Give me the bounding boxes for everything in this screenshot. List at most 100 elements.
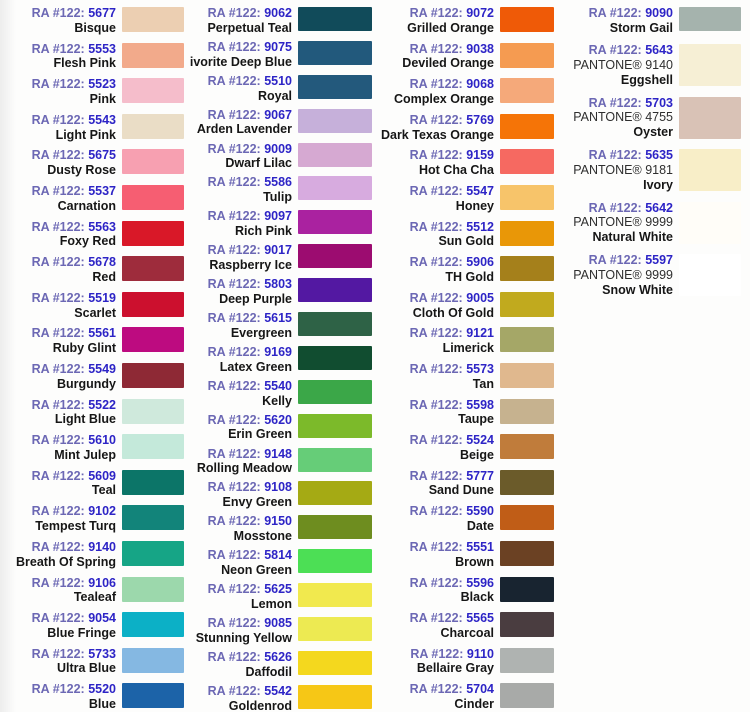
color-name: Mint Julep <box>54 447 116 462</box>
ra-number: 5906 <box>466 255 494 270</box>
color-name: Daffodil <box>245 664 292 679</box>
ra-code-line: RA #122: 5547 <box>377 184 494 199</box>
ra-number: 9108 <box>264 480 292 495</box>
ra-prefix: RA #122: <box>410 646 464 661</box>
pantone-code: PANTONE® 9999 <box>573 215 673 230</box>
color-entry-label: RA #122: 9150 Mosstone <box>186 513 292 544</box>
ra-number: 5549 <box>88 361 116 376</box>
ra-prefix: RA #122: <box>207 514 261 529</box>
ra-code-line: RA #122: 9169 <box>186 345 292 360</box>
ra-code-line: RA #122: 9140 <box>0 540 116 555</box>
ra-code-line: RA #122: 5704 <box>377 682 494 697</box>
color-entry: RA #122: 5512 Sun Gold <box>377 219 554 255</box>
ra-code-line: RA #122: 5510 <box>186 74 292 89</box>
color-swatch <box>122 576 184 602</box>
color-entry: RA #122: 5590 Date <box>377 503 554 539</box>
color-entry: RA #122: 5573 Tan <box>377 361 554 397</box>
color-entry: RA #122: 9159 Hot Cha Cha <box>377 147 554 183</box>
color-entry: RA #122: 5635 PANTONE® 9181 Ivory <box>556 147 741 200</box>
color-name: Blue <box>88 697 116 712</box>
ra-prefix: RA #122: <box>31 611 85 626</box>
color-entry: RA #122: 5540 Kelly <box>186 378 372 412</box>
color-name: Pink <box>89 91 116 106</box>
color-swatch <box>298 549 372 574</box>
ra-number: 5610 <box>88 433 116 448</box>
color-entry: RA #122: 9097 Rich Pink <box>186 208 372 242</box>
color-entry-label: RA #122: 9140 Breath Of Spring <box>0 539 116 570</box>
color-name: Black <box>460 590 494 605</box>
ra-number: 9159 <box>466 148 494 163</box>
ra-code-line: RA #122: 5523 <box>0 77 116 92</box>
ra-number: 5704 <box>466 682 494 697</box>
color-name: Red <box>92 269 116 284</box>
ra-code-line: RA #122: 9121 <box>377 326 494 341</box>
color-entry-label: RA #122: 9068 Complex Orange <box>377 76 494 107</box>
ra-prefix: RA #122: <box>207 378 261 393</box>
ra-code-line: RA #122: 5540 <box>186 379 292 394</box>
color-name: Teal <box>91 483 116 498</box>
ra-code-line: RA #122: 9072 <box>377 6 494 21</box>
ra-number: 9102 <box>88 504 116 519</box>
ra-code-line: RA #122: 5609 <box>0 469 116 484</box>
color-entry: RA #122: 5520 Blue <box>0 681 184 712</box>
ra-code-line: RA #122: 9038 <box>377 42 494 57</box>
color-name: Goldenrod <box>228 698 292 712</box>
ra-number: 5524 <box>466 433 494 448</box>
color-name: Dusty Rose <box>47 163 116 178</box>
color-name: Charcoal <box>440 625 495 640</box>
ra-prefix: RA #122: <box>409 361 463 376</box>
ra-number: 9085 <box>264 616 292 631</box>
ra-prefix: RA #122: <box>207 175 261 190</box>
ra-number: 9017 <box>264 243 292 258</box>
color-entry: RA #122: 5615 Evergreen <box>186 310 372 344</box>
color-name: Tempest Turq <box>35 519 116 534</box>
ra-code-line: RA #122: 5520 <box>0 682 116 697</box>
ra-number: 5512 <box>466 219 494 234</box>
ra-number: 5561 <box>88 326 116 341</box>
color-name: Rich Pink <box>235 224 292 239</box>
color-swatch <box>122 612 184 638</box>
color-swatch <box>122 469 184 495</box>
color-swatch <box>122 362 184 388</box>
color-name: Tan <box>472 376 494 391</box>
ra-number: 5586 <box>264 175 292 190</box>
ra-number: 9062 <box>264 6 292 20</box>
color-entry-label: RA #122: 5537 Carnation <box>0 183 116 214</box>
color-entry: RA #122: 5510 Royal <box>186 73 372 107</box>
ra-code-line: RA #122: 5512 <box>377 220 494 235</box>
color-name: Flesh Pink <box>53 56 116 71</box>
color-entry-label: RA #122: 5769 Dark Texas Orange <box>377 112 494 143</box>
color-entry-label: RA #122: 5551 Brown <box>377 539 494 570</box>
color-swatch <box>298 210 372 235</box>
color-swatch <box>500 78 554 104</box>
ra-code-line: RA #122: 5537 <box>0 184 116 199</box>
ra-number: 5523 <box>88 77 116 92</box>
color-name: Oyster <box>633 125 673 139</box>
color-swatch <box>500 469 554 495</box>
ra-prefix: RA #122: <box>409 183 463 198</box>
ra-prefix: RA #122: <box>588 6 642 20</box>
ra-prefix: RA #122: <box>31 112 85 127</box>
ra-number: 5678 <box>88 255 116 270</box>
color-entry: RA #122: 9121 Limerick <box>377 325 554 361</box>
column-1: RA #122: 5677 Bisque RA #122: 5553 Flesh… <box>0 0 184 712</box>
ra-prefix: RA #122: <box>588 95 642 110</box>
color-name: Limerick <box>442 341 494 356</box>
ra-prefix: RA #122: <box>31 468 85 483</box>
ra-code-line: RA #122: 5597 <box>556 253 673 268</box>
color-swatch <box>500 149 554 175</box>
color-entry: RA #122: 9106 Tealeaf <box>0 575 184 611</box>
color-entry: RA #122: 5524 Beige <box>377 432 554 468</box>
color-entry-label: RA #122: 5626 Daffodil <box>186 649 292 680</box>
ra-prefix: RA #122: <box>31 219 85 234</box>
ra-code-line: RA #122: 9159 <box>377 148 494 163</box>
color-entry: RA #122: 5675 Dusty Rose <box>0 147 184 183</box>
color-entry-label: RA #122: 5635 PANTONE® 9181 Ivory <box>556 147 673 192</box>
color-entry-label: RA #122: 5704 Cinder <box>377 681 494 712</box>
ra-code-line: RA #122: 9062 <box>186 6 292 21</box>
color-entry-label: RA #122: 5561 Ruby Glint <box>0 325 116 356</box>
color-entry-label: RA #122: 5563 Foxy Red <box>0 219 116 250</box>
color-swatch <box>122 256 184 282</box>
color-swatch <box>500 256 554 282</box>
ra-code-line: RA #122: 5642 <box>556 201 673 216</box>
